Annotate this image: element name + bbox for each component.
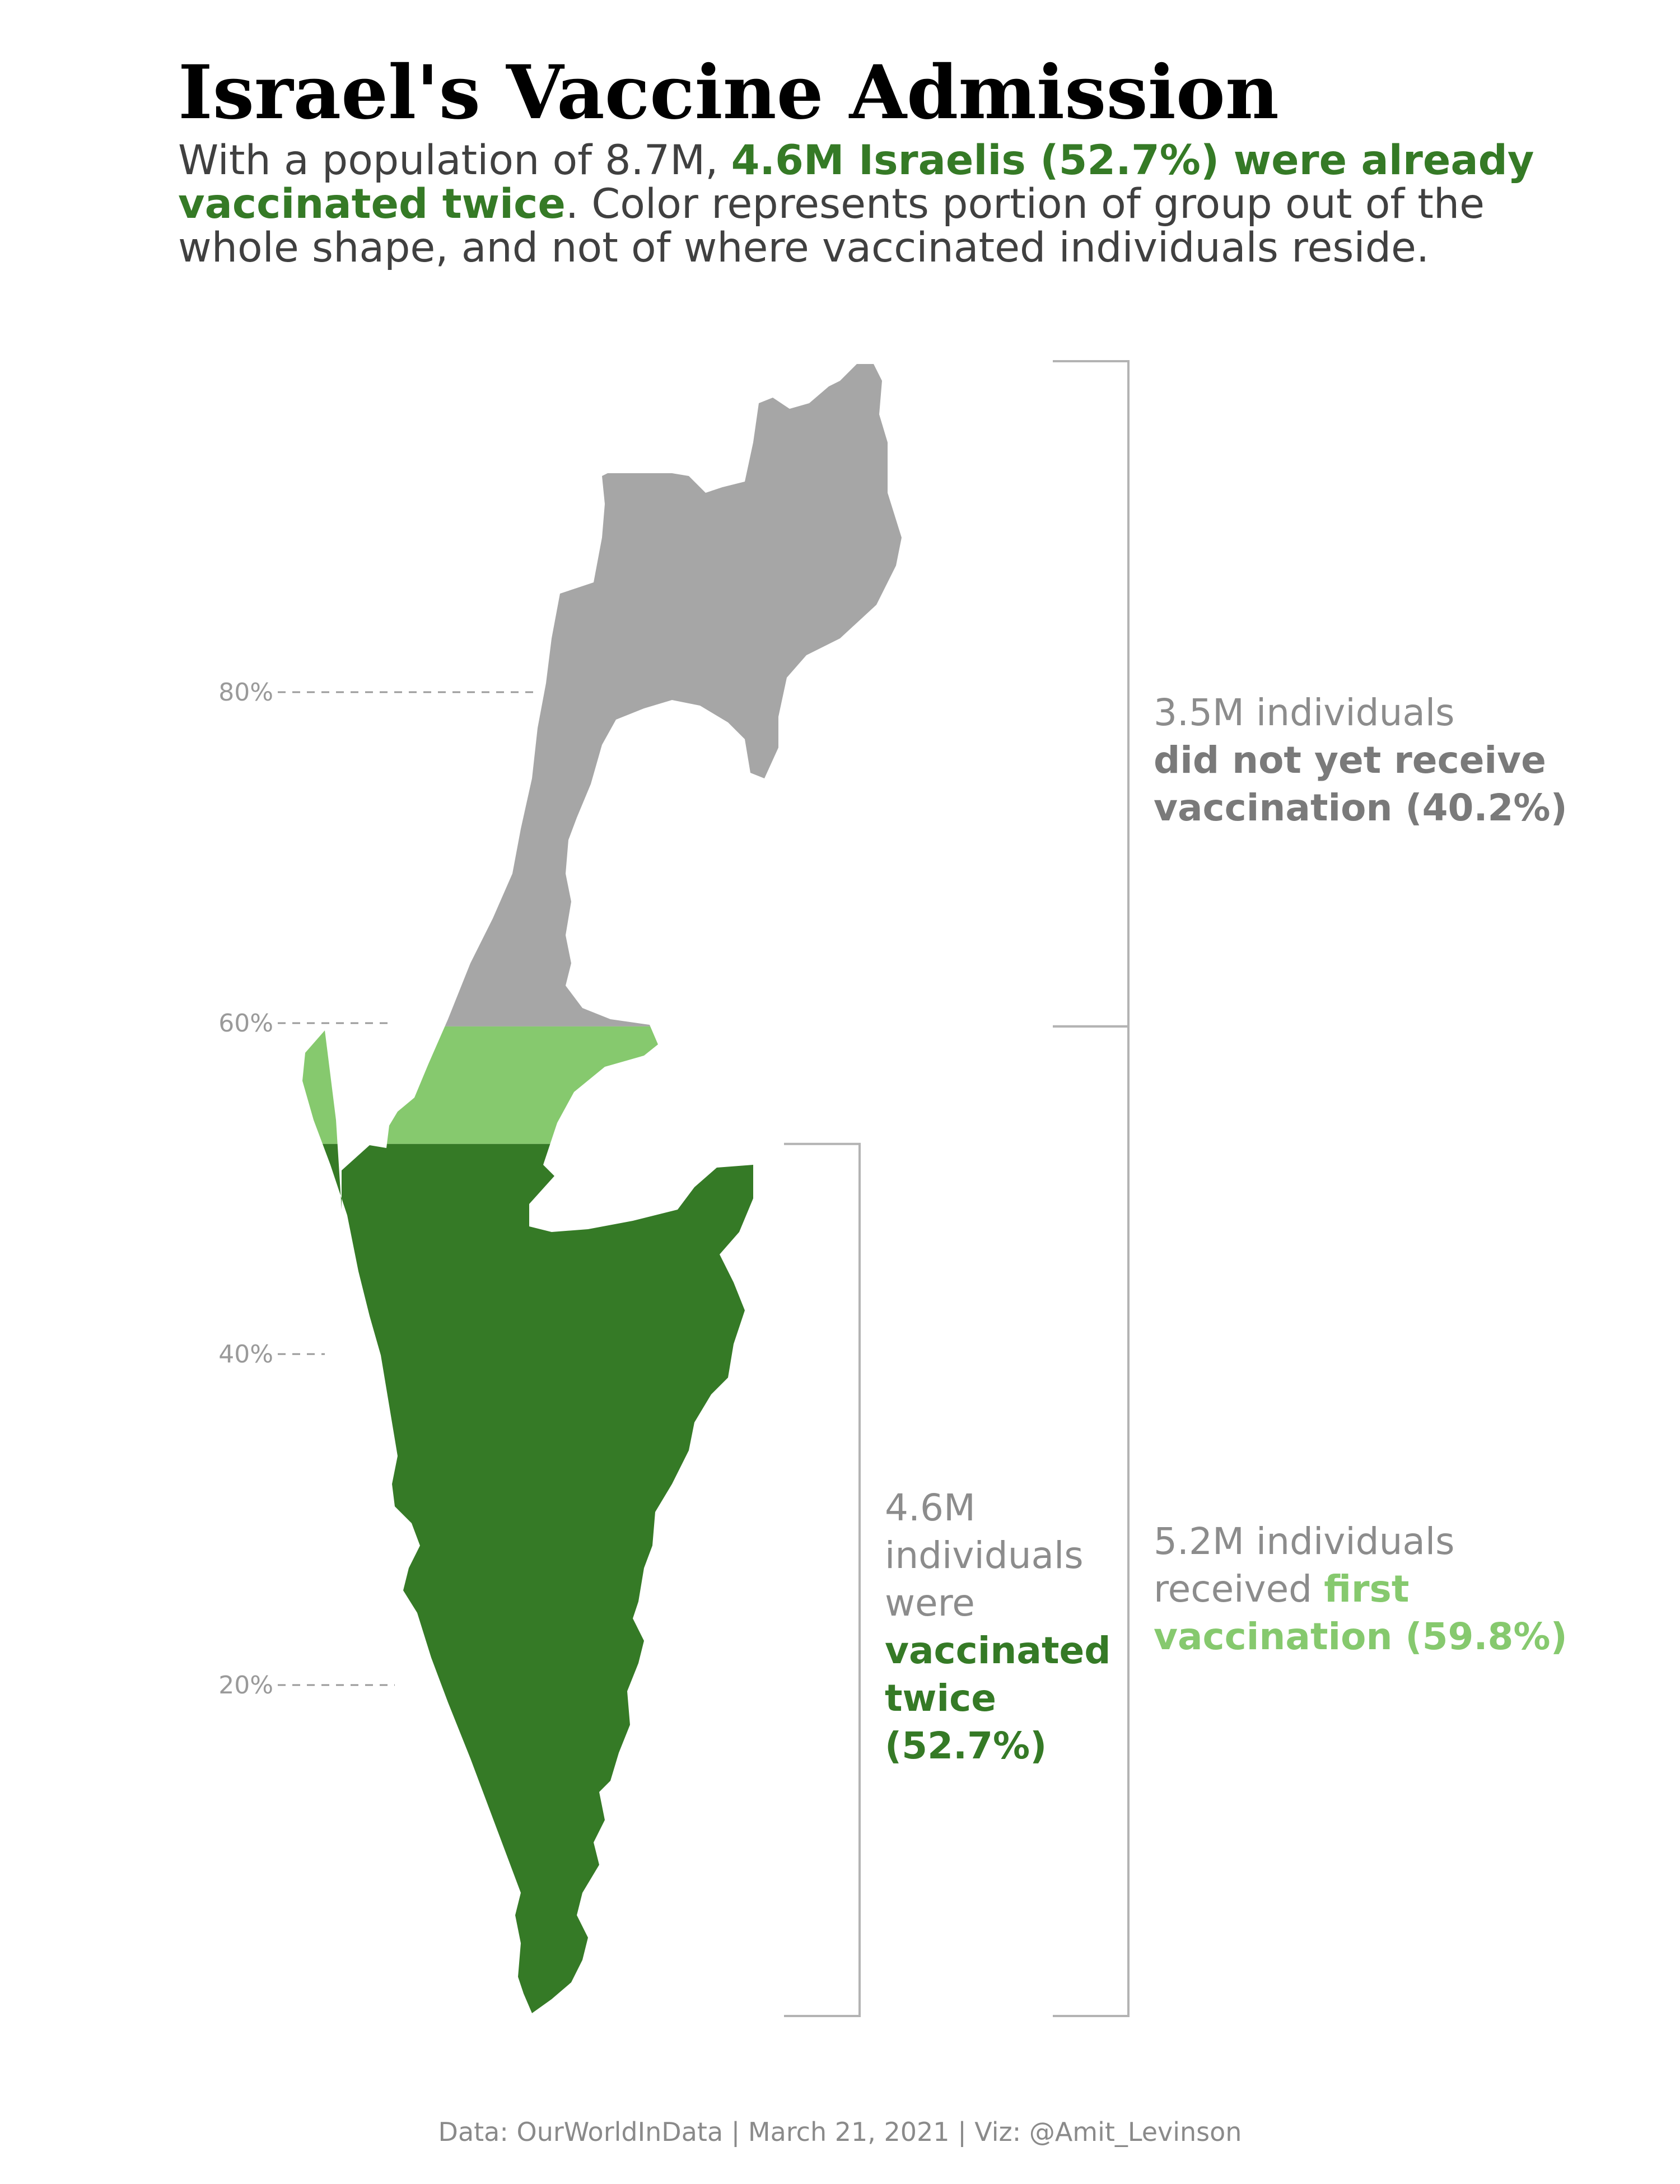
not-vaccinated-label: 3.5M individuals did not yet receive vac… (1154, 689, 1602, 832)
first-dose-label: 5.2M individuals received first vaccinat… (1154, 1518, 1602, 1660)
tick-label-20: 20% (218, 1671, 273, 1700)
vaccinated-twice-label: 4.6M individuals were vaccinated twice (… (885, 1484, 1131, 1770)
not-vaccinated-count: 3.5M individuals (1154, 691, 1455, 734)
first-dose-area (302, 1026, 902, 1144)
vaccinated-twice-bracket (784, 1142, 861, 2017)
tick-label-60: 60% (218, 1009, 273, 1038)
first-dose-bracket (1053, 1025, 1130, 2017)
first-dose-count: 5.2M individuals received (1154, 1520, 1455, 1611)
tick-label-40: 40% (218, 1340, 273, 1369)
vaccinated-twice-description: vaccinated twice (52.7%) (885, 1629, 1111, 1767)
subtitle-text-start: With a population of 8.7M, (178, 137, 731, 184)
israel-map-shape (302, 364, 902, 2013)
tick-label-80: 80% (218, 678, 273, 707)
chart-subtitle: With a population of 8.7M, 4.6M Israelis… (178, 139, 1556, 270)
first-dose-description: first vaccination (59.8%) (1154, 1567, 1567, 1658)
not-vaccinated-description: did not yet receive vaccination (40.2%) (1154, 739, 1567, 829)
vaccinated-twice-area (302, 1144, 902, 2013)
subtitle-highlight: 4.6M Israelis (52.7%) were already vacci… (178, 137, 1534, 228)
not-vaccinated-area (302, 364, 902, 1026)
subtitle-text-end: . Color represents portion of group out … (178, 180, 1485, 272)
chart-title: Israel's Vaccine Admission (178, 49, 1279, 136)
not-vaccinated-bracket (1053, 360, 1130, 1028)
chart-footer: Data: OurWorldInData | March 21, 2021 | … (438, 2117, 1242, 2147)
y-axis-ticks: 20% 40% 60% 80% (218, 678, 538, 1700)
vaccinated-twice-count: 4.6M individuals were (885, 1486, 1084, 1625)
